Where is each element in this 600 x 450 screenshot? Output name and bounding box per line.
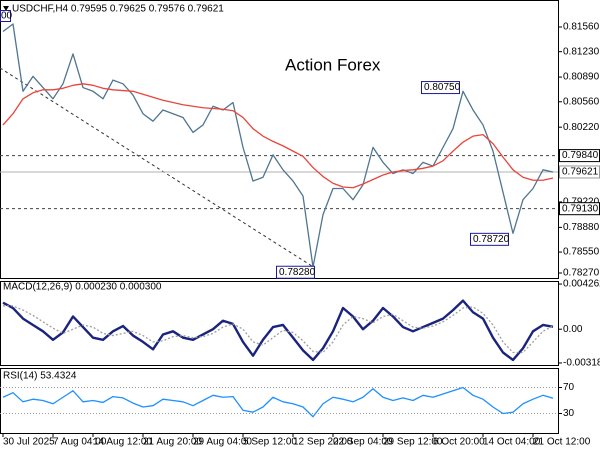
x-tick-label: 12 Sep 20:00: [293, 437, 353, 448]
series-line: [2, 83, 554, 189]
macd-panel: [0, 281, 559, 366]
title-arrow: [3, 6, 9, 11]
level-label: 0.79130: [562, 203, 599, 214]
marker-text: 00: [1, 11, 13, 22]
x-tick-label: 29 Aug 04:00: [193, 437, 252, 448]
y-tick-label: 0.78270: [563, 268, 600, 279]
y-tick-label: 0.79220: [563, 197, 600, 208]
watermark: Action Forex: [285, 55, 381, 74]
annotation-label: 0.80750: [424, 82, 461, 93]
annotation-label: 0.78720: [473, 234, 510, 245]
macd-title: MACD(12,26,9) 0.000230 0.000300: [3, 282, 162, 293]
y-tick-label: 0.78880: [563, 222, 600, 233]
y-tick-label: 0.81230: [563, 46, 600, 57]
y-tick-label: 0.78550: [563, 247, 600, 258]
y-tick-label: 0.80220: [563, 122, 600, 133]
marker-box: [0, 10, 11, 22]
y-tick-label: 0.81560: [563, 22, 600, 33]
annotation-label: 0.78280: [279, 267, 316, 278]
series-line: [2, 386, 554, 418]
series-line: [2, 23, 554, 268]
annotation-box: [276, 265, 315, 279]
y-tick-label: 0.004262: [563, 279, 600, 290]
x-tick-label: 14 Oct 04:00: [483, 437, 541, 448]
x-tick-label: 7 Aug 04:00: [53, 437, 107, 448]
x-tick-label: 5 Sep 12:00: [243, 437, 297, 448]
x-tick-label: 30 Jul 2025: [3, 437, 55, 448]
y-tick-label: -0.003188: [563, 358, 600, 369]
series-line: [3, 305, 554, 354]
x-tick-label: 14 Aug 12:00: [93, 437, 152, 448]
x-tick-label: 21 Oct 12:00: [533, 437, 591, 448]
series-line: [2, 299, 554, 362]
trend-line: [0, 67, 316, 269]
y-tick-label: 30: [563, 408, 575, 419]
annotation-box: [470, 232, 509, 246]
y-tick-label: 0.80890: [563, 72, 600, 83]
x-tick-label: 6 Oct 20:00: [433, 437, 485, 448]
x-tick-label: 21 Aug 20:00: [143, 437, 202, 448]
annotation-box: [421, 81, 460, 95]
x-tick-label: 29 Sep 12:00: [383, 437, 443, 448]
level-label: 0.79621: [562, 167, 599, 178]
rsi-title: RSI(14) 53.4324: [3, 371, 77, 382]
y-tick-label: 0.00: [563, 324, 583, 335]
y-tick-label: 70: [563, 382, 575, 393]
level-label: 0.79840: [562, 150, 599, 161]
rsi-panel: [0, 368, 559, 434]
chart-title: USDCHF,H4 0.79595 0.79625 0.79576 0.7962…: [12, 4, 224, 15]
x-tick-label: 22 Sep 04:00: [333, 437, 393, 448]
y-tick-label: 0.80560: [563, 96, 600, 107]
